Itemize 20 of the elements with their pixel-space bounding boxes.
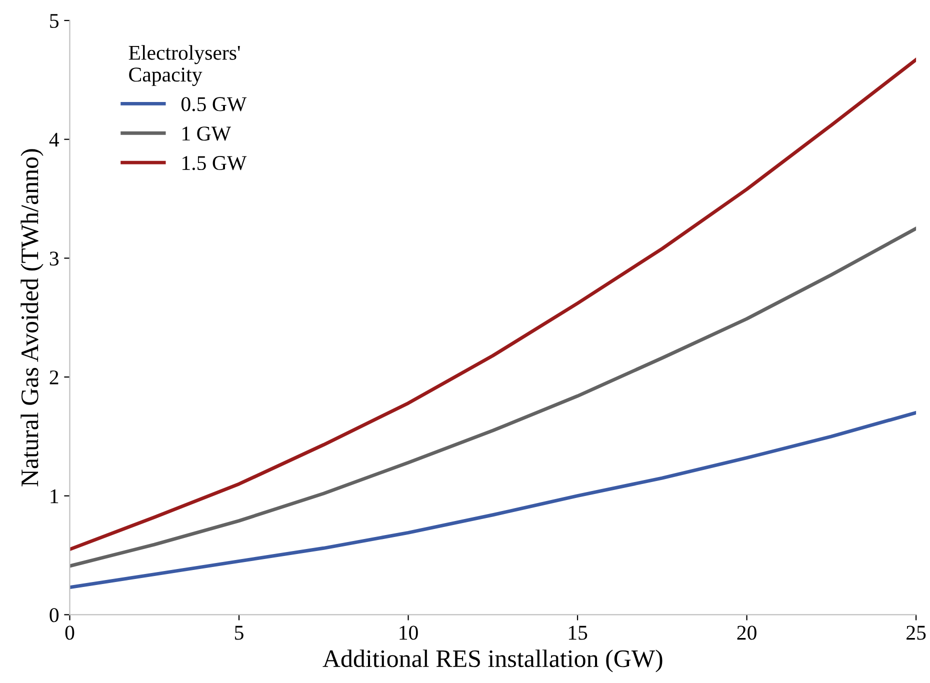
legend-title: Electrolysers' Capacity — [128, 45, 240, 86]
y-tick-label: 3 — [50, 252, 59, 266]
y-tick-label: 2 — [50, 370, 58, 384]
y-axis-title: Natural Gas Avoided (TWh/anno) — [20, 149, 44, 486]
x-axis-title: Additional RES installation (GW) — [322, 650, 662, 672]
line-series — [70, 410, 916, 590]
y-tick-label: 4 — [49, 132, 60, 147]
x-tick-label: 5 — [235, 626, 244, 640]
x-tick-label: 15 — [568, 626, 588, 640]
legend-label: 1.5 GW — [182, 156, 247, 170]
x-tick-label: 10 — [400, 626, 418, 640]
x-tick-label: 25 — [906, 626, 926, 640]
legend-label: 1 GW — [182, 126, 231, 141]
legend-label: 0.5 GW — [181, 97, 247, 112]
x-tick-label: 0 — [65, 626, 74, 640]
y-tick-label: 0 — [50, 608, 59, 622]
line-series — [70, 226, 916, 568]
y-tick-label: 5 — [50, 14, 59, 28]
x-tick-label: 20 — [737, 626, 756, 640]
y-tick-label: 1 — [50, 489, 58, 504]
